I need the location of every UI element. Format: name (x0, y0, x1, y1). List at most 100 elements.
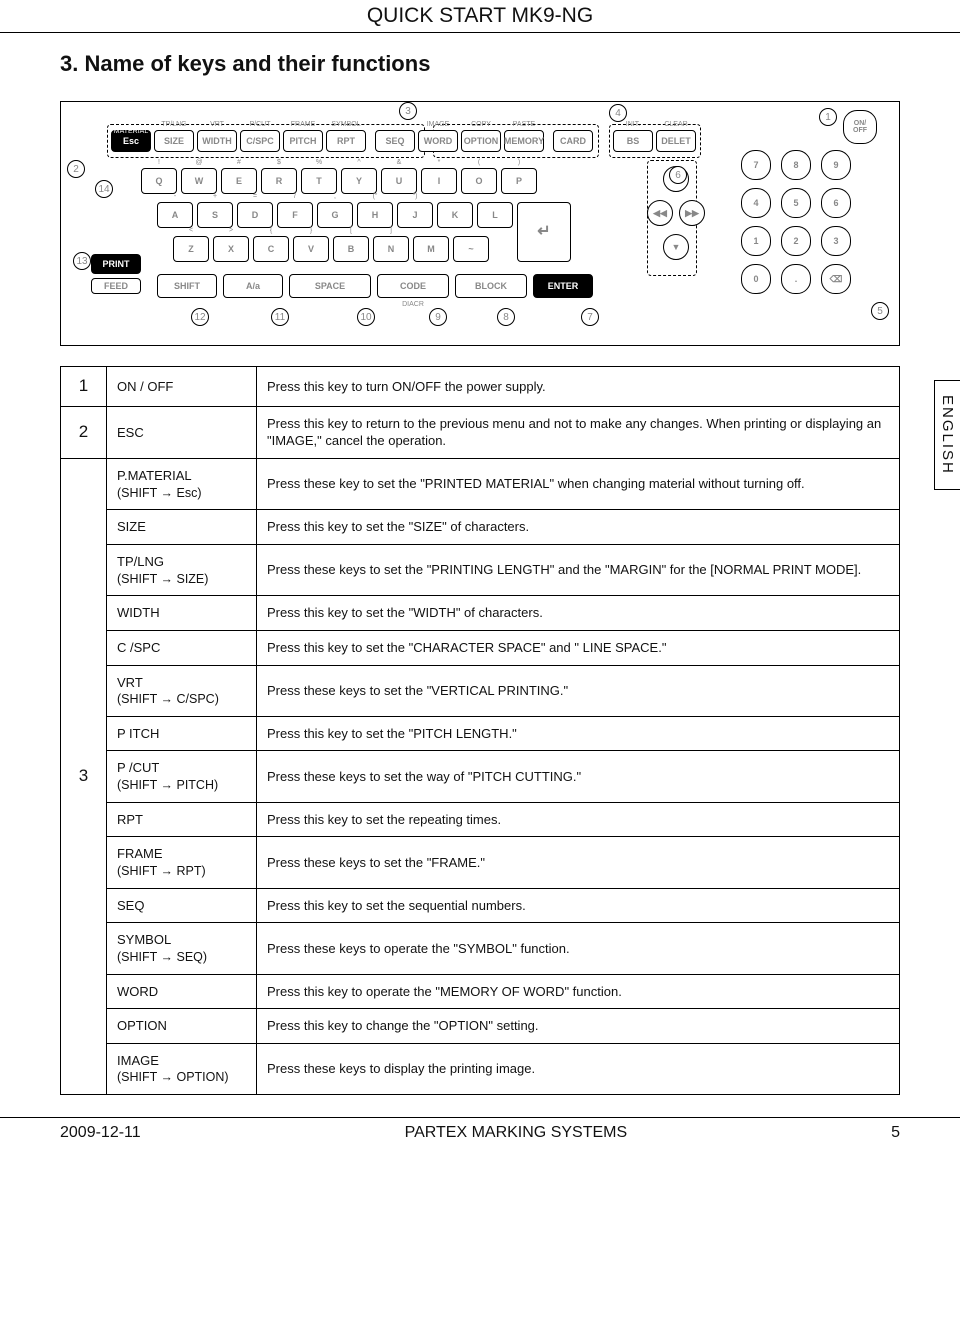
key-name: WORD (107, 974, 257, 1009)
key-name: RPT (107, 802, 257, 837)
page-footer: 2009-12-11 PARTEX MARKING SYSTEMS 5 (0, 1117, 960, 1142)
callout-13: 13 (73, 252, 91, 270)
callout-1: 1 (819, 108, 837, 126)
fnkey-option: OPTIONCOPY (461, 130, 501, 152)
letter-z: Z< (173, 236, 209, 262)
feed-key: FEED (91, 278, 141, 294)
key-description: Press these key to set the "PRINTED MATE… (257, 459, 900, 510)
callout-10: 10 (357, 308, 375, 326)
key-description: Press this key to change the "OPTION" se… (257, 1009, 900, 1044)
key-description: Press these keys to set the "FRAME." (257, 837, 900, 888)
fnkey-seq: SEQ (375, 130, 415, 152)
numpad-2: 2 (781, 226, 811, 256)
numpad-9: 9 (821, 150, 851, 180)
callout-11: 11 (271, 308, 289, 326)
letter-s: S+ (197, 202, 233, 228)
print-key: PRINT (91, 254, 141, 274)
letter-p: P) (501, 168, 537, 194)
language-tab-label: ENGLISH (939, 395, 956, 475)
key-description: Press this key to set the repeating time… (257, 802, 900, 837)
bottom-enter: ENTER (533, 274, 593, 298)
key-name: VRT(SHIFT → C/SPC) (107, 665, 257, 716)
bottom-block: BLOCK (455, 274, 527, 298)
key-description: Press this key to set the sequential num… (257, 888, 900, 923)
key-description: Press these keys to set the "PRINTING LE… (257, 545, 900, 596)
fnkey-memory: MEMORYPASTE (504, 130, 544, 152)
callout-12: 12 (191, 308, 209, 326)
letter-a: A- (157, 202, 193, 228)
key-description: Press this key to set the "PITCH LENGTH.… (257, 716, 900, 751)
letter-w: W@ (181, 168, 217, 194)
key-name: OPTION (107, 1009, 257, 1044)
letter-d: D= (237, 202, 273, 228)
letter-i: I* (421, 168, 457, 194)
fnkey-pitch: PITCHFRAME (283, 130, 323, 152)
key-name: IMAGE(SHIFT → OPTION) (107, 1043, 257, 1094)
callout-2: 2 (67, 160, 85, 178)
section-heading: 3. Name of keys and their functions (60, 51, 900, 77)
key-name: TP/LNG(SHIFT → SIZE) (107, 545, 257, 596)
onoff-key: ON/OFF (843, 110, 877, 144)
numpad-.: . (781, 264, 811, 294)
row-number: 2 (61, 406, 107, 458)
letter-y: Y^ (341, 168, 377, 194)
key-description: Press this key to set the "SIZE" of char… (257, 510, 900, 545)
row-number: 1 (61, 367, 107, 407)
letter-l: L (477, 202, 513, 228)
letter-g: G, (317, 202, 353, 228)
letter-f: F/ (277, 202, 313, 228)
fnkey-bs: BSINIT. (613, 130, 653, 152)
keyboard-diagram: 1234567891011121314EscP. MATERIALSIZETP/… (60, 101, 900, 346)
fnkey-width: WIDTHVRT (197, 130, 237, 152)
key-description: Press this key to set the "CHARACTER SPA… (257, 630, 900, 665)
numpad-8: 8 (781, 150, 811, 180)
enter-shape: ↵ (517, 202, 571, 262)
numpad-5: 5 (781, 188, 811, 218)
key-description: Press this key to operate the "MEMORY OF… (257, 974, 900, 1009)
fnkey-word: WORDIMAGE (418, 130, 458, 152)
numpad-3: 3 (821, 226, 851, 256)
row-number: 3 (61, 459, 107, 1095)
numpad-6: 6 (821, 188, 851, 218)
letter-j: J") (397, 202, 433, 228)
letter-n: N] (373, 236, 409, 262)
fnkey-card: CARD (553, 130, 593, 152)
arrow-left: ◀◀ (647, 200, 673, 226)
callout-9: 9 (429, 308, 447, 326)
key-name: SIZE (107, 510, 257, 545)
key-name: P /CUT(SHIFT → PITCH) (107, 751, 257, 802)
key-description: Press these keys to set the way of "PITC… (257, 751, 900, 802)
key-name: WIDTH (107, 596, 257, 631)
fnkey-rpt: RPTSYMBOL (326, 130, 366, 152)
key-name: P.MATERIAL(SHIFT → Esc) (107, 459, 257, 510)
key-description: Press these keys to set the "VERTICAL PR… (257, 665, 900, 716)
numpad-7: 7 (741, 150, 771, 180)
letter-b: B[ (333, 236, 369, 262)
letter-h: H(" (357, 202, 393, 228)
fnkey-size: SIZETP/LNG (154, 130, 194, 152)
letter-k: K (437, 202, 473, 228)
numpad-0: 0 (741, 264, 771, 294)
letter-m: M (413, 236, 449, 262)
key-description: Press these keys to operate the "SYMBOL"… (257, 923, 900, 974)
key-name: C /SPC (107, 630, 257, 665)
footer-date: 2009-12-11 (60, 1124, 141, 1142)
key-name: P ITCH (107, 716, 257, 751)
fnkey-delet: DELETCLEAR (656, 130, 696, 152)
callout-8: 8 (497, 308, 515, 326)
numpad-1: 1 (741, 226, 771, 256)
bottom-a/a: A/a (223, 274, 283, 298)
footer-brand: PARTEX MARKING SYSTEMS (405, 1124, 628, 1142)
key-name: SEQ (107, 888, 257, 923)
callout-5: 5 (871, 302, 889, 320)
bottom-shift: SHIFT (157, 274, 217, 298)
key-description: Press this key to return to the previous… (257, 406, 900, 458)
numpad-⌫: ⌫ (821, 264, 851, 294)
footer-page: 5 (891, 1124, 900, 1142)
key-description: Press this key to turn ON/OFF the power … (257, 367, 900, 407)
numpad-4: 4 (741, 188, 771, 218)
letter-v: V} (293, 236, 329, 262)
callout-6: 6 (669, 166, 687, 184)
key-name: ON / OFF (107, 367, 257, 407)
fnkey-c/spc: C/SPCP/CUT (240, 130, 280, 152)
